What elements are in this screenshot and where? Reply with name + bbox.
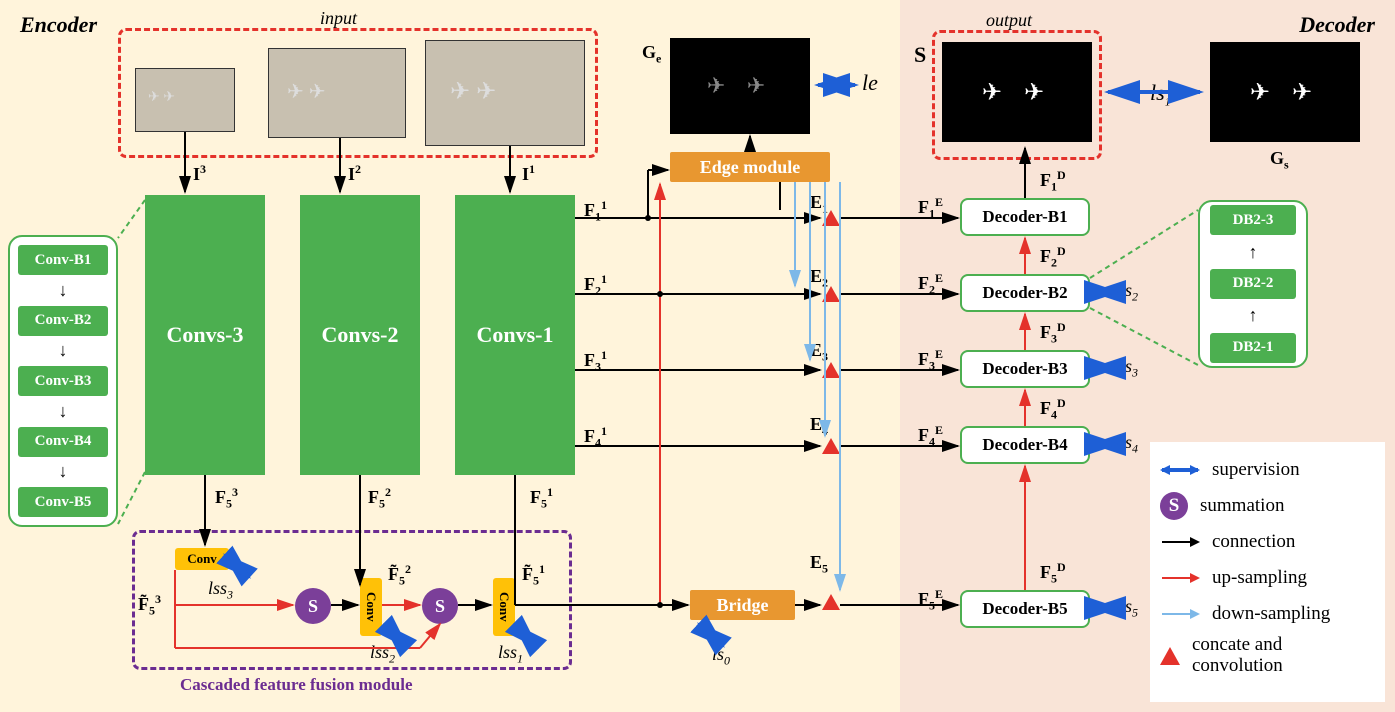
Ft51: F̃51	[522, 562, 545, 589]
db2-1: DB2-1	[1210, 333, 1296, 363]
ls3: ls3	[1120, 356, 1138, 381]
F5E: F5E	[918, 587, 943, 614]
F3D: F3D	[1040, 320, 1066, 347]
conv-b3: Conv-B3	[18, 366, 108, 396]
legend-summation: S summation	[1160, 488, 1375, 524]
sum-2: S	[422, 588, 458, 624]
input-image-3: ✈ ✈	[135, 68, 235, 132]
decoder-b3: Decoder-B3	[960, 350, 1090, 388]
decoder-title: Decoder	[1299, 12, 1375, 38]
F41: F41	[584, 424, 607, 451]
ls4: ls4	[1120, 432, 1138, 457]
E5: E5	[810, 552, 828, 577]
F2D: F2D	[1040, 244, 1066, 271]
concat-4	[822, 438, 840, 454]
legend-connection: connection	[1160, 524, 1375, 560]
conv-b1: Conv-B1	[18, 245, 108, 275]
ls0: ls0	[712, 644, 730, 669]
concat-5	[822, 594, 840, 610]
concat-3	[822, 362, 840, 378]
F2E: F2E	[918, 271, 943, 298]
F5D: F5D	[1040, 560, 1066, 587]
conv-y2: Conv	[360, 578, 382, 636]
F1D: F1D	[1040, 168, 1066, 195]
conv-b2: Conv-B2	[18, 306, 108, 336]
le-label: le	[862, 70, 878, 96]
conv-b5: Conv-B5	[18, 487, 108, 517]
F1E: F1E	[918, 195, 943, 222]
lss3: lss3	[208, 578, 233, 603]
input-image-1: ✈ ✈	[425, 40, 585, 146]
decoder-b1: Decoder-B1	[960, 198, 1090, 236]
legend-concat: concate and convolution	[1160, 632, 1375, 680]
F21: F21	[584, 272, 607, 299]
lss2: lss2	[370, 642, 395, 667]
concat-1	[822, 210, 840, 226]
decoder-b2: Decoder-B2	[960, 274, 1090, 312]
F52: F52	[368, 485, 391, 512]
legend: supervision S summation connection up-sa…	[1150, 442, 1385, 702]
Ge-label: Ge	[642, 42, 661, 67]
ls1: ls1	[1150, 80, 1171, 109]
s-image: ✈ ✈	[942, 42, 1092, 142]
F51: F51	[530, 485, 553, 512]
E4: E4	[810, 414, 828, 439]
Ft53: F̃53	[138, 592, 161, 619]
conv-b4: Conv-B4	[18, 427, 108, 457]
conv-y3: Conv	[493, 578, 515, 636]
F4D: F4D	[1040, 396, 1066, 423]
ls2: ls2	[1120, 280, 1138, 305]
F3E: F3E	[918, 347, 943, 374]
I2-label: I2	[348, 162, 361, 185]
lss1: lss1	[498, 642, 523, 667]
edge-module: Edge module	[670, 152, 830, 182]
sum-1: S	[295, 588, 331, 624]
Ft52: F̃52	[388, 562, 411, 589]
I1-label: I1	[522, 162, 535, 185]
bridge: Bridge	[690, 590, 795, 620]
db2-stack: DB2-3 ↑ DB2-2 ↑ DB2-1	[1198, 200, 1308, 368]
F31: F31	[584, 348, 607, 375]
Gs-label: Gs	[1270, 148, 1289, 173]
E3: E3	[810, 340, 828, 365]
conv-y1: Conv	[175, 548, 229, 570]
db2-2: DB2-2	[1210, 269, 1296, 299]
cff-label: Cascaded feature fusion module	[180, 675, 413, 695]
db2-3: DB2-3	[1210, 205, 1296, 235]
input-label: input	[320, 8, 357, 29]
output-label: output	[986, 10, 1032, 31]
convb-stack: Conv-B1 ↓ Conv-B2 ↓ Conv-B3 ↓ Conv-B4 ↓ …	[8, 235, 118, 527]
ge-image: ✈ ✈	[670, 38, 810, 134]
I3-label: I3	[193, 162, 206, 185]
legend-upsampling: up-sampling	[1160, 560, 1375, 596]
convs-1: Convs-1	[455, 195, 575, 475]
convs-3: Convs-3	[145, 195, 265, 475]
S-label: S	[914, 42, 926, 68]
input-image-2: ✈ ✈	[268, 48, 406, 138]
ls5: ls5	[1120, 596, 1138, 621]
concat-2	[822, 286, 840, 302]
encoder-title: Encoder	[20, 12, 97, 38]
F11: F11	[584, 198, 607, 225]
legend-downsampling: down-sampling	[1160, 596, 1375, 632]
convs-2: Convs-2	[300, 195, 420, 475]
gs-image: ✈ ✈	[1210, 42, 1360, 142]
decoder-b5: Decoder-B5	[960, 590, 1090, 628]
decoder-b4: Decoder-B4	[960, 426, 1090, 464]
legend-supervision: supervision	[1160, 452, 1375, 488]
F4E: F4E	[918, 423, 943, 450]
F53: F53	[215, 485, 238, 512]
